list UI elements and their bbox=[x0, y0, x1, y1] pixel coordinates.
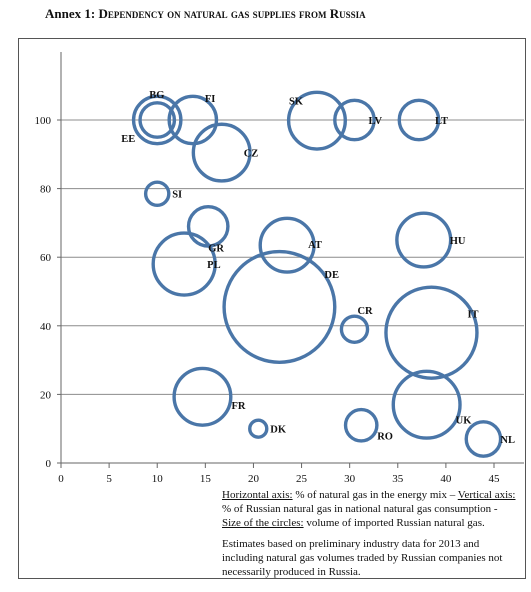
bubble-nl bbox=[464, 420, 503, 458]
bubble-label-it: IT bbox=[467, 310, 478, 321]
bubble-label-ee: EE bbox=[121, 134, 135, 145]
x-tick-label: 0 bbox=[58, 473, 64, 485]
bubble-it bbox=[384, 285, 479, 380]
bubble-si bbox=[143, 180, 171, 208]
x-tick-label: 45 bbox=[489, 473, 501, 485]
bubble-label-at: AT bbox=[308, 240, 322, 251]
bubble-label-lv: LV bbox=[368, 116, 382, 127]
bubble-cz bbox=[191, 122, 252, 183]
bubble-lt bbox=[397, 98, 441, 142]
title-prefix: Annex 1: bbox=[45, 6, 99, 21]
bubble-at bbox=[258, 216, 316, 274]
axes bbox=[57, 52, 524, 468]
bubble-fi bbox=[167, 94, 219, 146]
bubble-label-lt: LT bbox=[435, 116, 448, 127]
estimate-note: Estimates based on preliminary industry … bbox=[222, 537, 503, 579]
bubble-hu bbox=[395, 211, 453, 269]
bubble-lv bbox=[333, 98, 376, 142]
vertical-axis-text: % of Russian natural gas in national nat… bbox=[222, 503, 498, 516]
bubble-label-de: DE bbox=[324, 270, 339, 281]
x-tick-label: 20 bbox=[248, 473, 260, 485]
bubble-label-fi: FI bbox=[205, 94, 216, 105]
bubble-label-pl: PL bbox=[207, 260, 220, 271]
x-tick-label: 30 bbox=[344, 473, 356, 485]
x-tick-label: 15 bbox=[200, 473, 212, 485]
axis-legend-note: Horizontal axis: % of natural gas in the… bbox=[222, 488, 516, 531]
x-tick-label: 10 bbox=[152, 473, 164, 485]
x-tick-label: 35 bbox=[392, 473, 404, 485]
y-tick-label: 80 bbox=[40, 184, 52, 196]
circle-size-text: volume of imported Russian natural gas. bbox=[303, 517, 485, 530]
y-tick-label: 0 bbox=[46, 458, 52, 470]
bubble-ro bbox=[343, 407, 379, 443]
bubble-label-gr: GR bbox=[208, 243, 224, 254]
bubble-label-ro: RO bbox=[377, 431, 393, 442]
bubble-label-si: SI bbox=[172, 190, 182, 201]
bubble-fr bbox=[172, 366, 233, 427]
x-tick-label: 5 bbox=[106, 473, 112, 485]
y-tick-label: 60 bbox=[40, 252, 52, 264]
grid-lines bbox=[61, 119, 524, 395]
bubble-label-nl: NL bbox=[500, 435, 515, 446]
bubble-bg bbox=[131, 94, 183, 146]
bubble-de bbox=[222, 249, 337, 364]
title-text: Dependency on natural gas supplies from … bbox=[98, 6, 366, 21]
y-tick-label: 20 bbox=[40, 389, 52, 401]
bubble-label-cz: CZ bbox=[244, 149, 259, 160]
bubble-label-hu: HU bbox=[450, 236, 466, 247]
tick-labels: 0 20 40 60 80 100 0 5 10 15 20 25 30 35 40 45 bbox=[35, 115, 501, 485]
x-tick-label: 25 bbox=[296, 473, 308, 485]
bubble-label-fr: FR bbox=[231, 401, 245, 412]
bubble-sk bbox=[286, 90, 347, 151]
y-tick-label: 100 bbox=[35, 115, 52, 127]
horizontal-axis-text: % of natural gas in the energy mix – bbox=[292, 489, 458, 501]
bubble-uk bbox=[391, 369, 462, 440]
page-title: Annex 1: Dependency on natural gas suppl… bbox=[45, 6, 366, 22]
circle-size-label: Size of the circles: bbox=[222, 517, 304, 530]
x-tick-label: 40 bbox=[440, 473, 452, 485]
bubble-label-cr: CR bbox=[357, 306, 373, 317]
vertical-axis-label: Vertical axis: bbox=[457, 489, 516, 501]
chart-frame bbox=[18, 38, 526, 579]
bubble-dk bbox=[248, 418, 269, 439]
bubble-gr bbox=[186, 204, 230, 248]
horizontal-axis-label: Horizontal axis: bbox=[222, 489, 293, 501]
bubble-label-bg: BG bbox=[149, 90, 164, 101]
bubble-cr bbox=[339, 314, 370, 344]
chart-notes: Horizontal axis: % of natural gas in the… bbox=[222, 488, 516, 579]
bubble-labels: EE BG FI SK LV LT CZ SI GR AT HU PL DE CR IT FR UK DK RO NL bbox=[121, 90, 515, 446]
bubble-label-dk: DK bbox=[270, 425, 287, 436]
bubble-pl bbox=[151, 231, 217, 297]
bubble-label-sk: SK bbox=[289, 97, 304, 108]
bubbles bbox=[131, 90, 503, 458]
bubble-label-uk: UK bbox=[456, 416, 473, 427]
bubble-ee bbox=[138, 101, 177, 139]
y-tick-label: 40 bbox=[40, 321, 52, 333]
